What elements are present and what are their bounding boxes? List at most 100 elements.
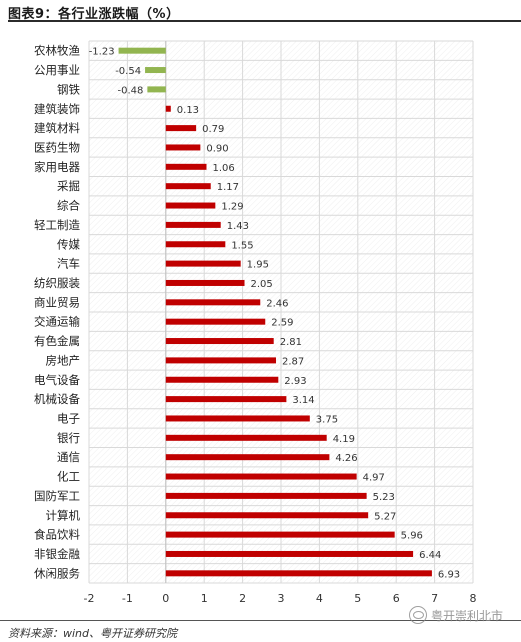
bar [165, 550, 414, 557]
category-label: 非银金融 [34, 547, 80, 561]
bar [165, 202, 216, 209]
category-label: 食品饮料 [34, 528, 80, 542]
x-tick-label: 5 [354, 592, 361, 605]
value-label: 0.13 [177, 105, 199, 116]
value-label: 2.81 [280, 337, 302, 348]
value-label: 2.59 [271, 318, 293, 329]
bar [165, 376, 279, 383]
x-tick-label: 1 [201, 592, 208, 605]
value-label: 5.96 [401, 531, 423, 542]
value-label: 2.93 [284, 376, 306, 387]
bar [165, 144, 201, 151]
x-tick-label: 0 [162, 592, 169, 605]
category-label: 银行 [57, 431, 80, 445]
bar [165, 221, 221, 228]
x-tick-label: 8 [470, 592, 477, 605]
bar [165, 396, 287, 403]
category-label: 轻工制造 [34, 218, 80, 232]
category-label: 有色金属 [34, 334, 80, 348]
value-label: 6.93 [438, 569, 460, 580]
category-label: 综合 [57, 199, 80, 213]
bar [118, 47, 166, 54]
category-label: 房地产 [46, 353, 81, 367]
category-label: 采掘 [57, 179, 80, 193]
x-tick-label: -2 [84, 592, 95, 605]
value-label: 1.43 [227, 221, 249, 232]
bar [165, 299, 261, 306]
bar [165, 570, 432, 577]
category-label: 计算机 [46, 508, 81, 522]
x-tick-label: 2 [239, 592, 246, 605]
x-tick-label: 4 [316, 592, 323, 605]
category-label: 汽车 [57, 257, 80, 271]
category-label: 交通运输 [34, 315, 80, 329]
value-label: 2.87 [282, 356, 304, 367]
category-label: 电子 [57, 411, 80, 425]
value-label: 5.23 [373, 492, 395, 503]
x-tick-label: -1 [122, 592, 133, 605]
category-label: 建筑装饰 [34, 102, 80, 116]
bar [165, 241, 226, 248]
value-label: -0.54 [115, 66, 141, 77]
bar [165, 318, 266, 325]
bar [165, 163, 207, 170]
value-label: 5.27 [374, 511, 396, 522]
value-label: 3.14 [292, 395, 314, 406]
category-label: 国防军工 [34, 489, 80, 503]
category-label: 机械设备 [34, 392, 80, 406]
bar [165, 357, 277, 364]
value-label: 2.05 [251, 279, 273, 290]
category-label: 化工 [57, 470, 80, 484]
bar-chart: -2 -1 0 1 2 3 4 5 6 7 8 农林牧渔 -1.23 公用事业 -0.54 钢铁 -0.48 建筑… [34, 40, 477, 605]
bar [165, 434, 327, 441]
category-label: 医药生物 [34, 140, 80, 154]
value-label: 0.90 [206, 143, 228, 154]
bar [165, 183, 211, 190]
category-label: 休闲服务 [34, 566, 80, 580]
category-label: 钢铁 [57, 82, 80, 96]
source-note: 资料来源：wind、粤开证券研究院 [8, 627, 178, 640]
x-tick-label: 3 [278, 592, 285, 605]
chart-title: 图表9：各行业涨跌幅（%） [8, 7, 180, 22]
bar [165, 531, 395, 538]
value-label: 1.95 [247, 260, 269, 271]
x-tick-label: 6 [393, 592, 400, 605]
title-bar: 图表9：各行业涨跌幅（%） [0, 0, 521, 22]
category-label: 农林牧渔 [34, 44, 80, 58]
watermark: 粤开崇利北市 [408, 606, 503, 624]
bar [165, 473, 357, 480]
category-label: 纺织服装 [34, 276, 80, 290]
value-label: 1.06 [213, 163, 235, 174]
value-label: 4.26 [335, 453, 357, 464]
title-underline [8, 20, 521, 22]
category-label: 家用电器 [34, 160, 80, 174]
category-label: 公用事业 [34, 63, 80, 77]
value-label: 2.46 [266, 298, 288, 309]
category-label: 电气设备 [34, 373, 80, 387]
bar [165, 279, 245, 286]
bar [165, 338, 274, 345]
x-tick-label: 7 [431, 592, 438, 605]
category-label: 传媒 [57, 237, 80, 251]
value-label: 1.29 [221, 202, 243, 213]
value-label: -0.48 [117, 85, 143, 96]
value-label: 1.55 [231, 240, 253, 251]
value-label: 6.44 [419, 550, 441, 561]
value-label: 4.97 [363, 473, 385, 484]
category-label: 建筑材料 [34, 121, 80, 135]
bar [165, 125, 197, 132]
bar [145, 67, 166, 74]
value-label: 3.75 [316, 414, 338, 425]
bar [165, 454, 330, 461]
bar [165, 260, 241, 267]
bar [165, 415, 310, 422]
value-label: 4.19 [333, 434, 355, 445]
wechat-icon [408, 606, 427, 624]
value-label: 0.79 [202, 124, 224, 135]
watermark-text: 粤开崇利北市 [430, 608, 503, 623]
bar [165, 105, 171, 112]
category-label: 商业贸易 [34, 295, 80, 309]
bar [165, 512, 369, 519]
category-label: 通信 [57, 450, 80, 464]
value-label: 1.17 [217, 182, 239, 193]
